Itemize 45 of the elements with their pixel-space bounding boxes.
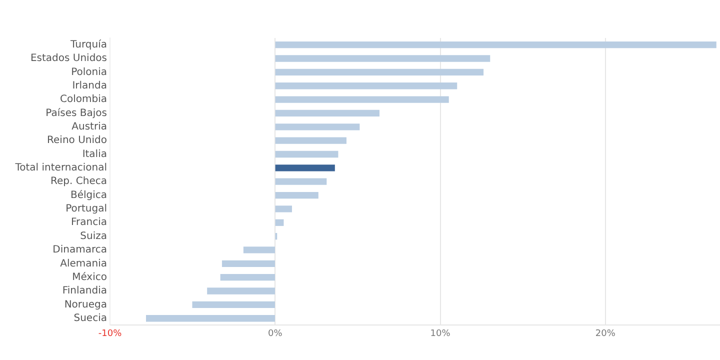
- bar: [275, 96, 449, 103]
- bar: [220, 274, 275, 281]
- y-tick-label: Portugal: [66, 204, 107, 215]
- y-tick-label: Estados Unidos: [30, 53, 107, 64]
- y-tick-label: Reino Unido: [47, 135, 107, 146]
- bar: [222, 260, 275, 267]
- bar: [275, 68, 484, 76]
- bar: [275, 150, 338, 158]
- bar: [275, 124, 360, 130]
- bar: [207, 288, 275, 294]
- bar: [275, 219, 284, 226]
- bar: [275, 206, 292, 212]
- bar: [275, 192, 318, 199]
- y-tick-label: México: [72, 272, 107, 283]
- y-tick-label: Bélgica: [70, 190, 107, 201]
- y-tick-label: Dinamarca: [52, 244, 107, 256]
- y-tick-label: Francia: [70, 217, 107, 228]
- x-tick-label: 20%: [595, 328, 616, 339]
- y-tick-label: Rep. Checa: [50, 176, 107, 188]
- bar: [275, 82, 458, 90]
- x-tick-label: -10%: [98, 328, 122, 339]
- bar: [146, 315, 275, 322]
- y-tick-label: Suecia: [74, 312, 107, 324]
- bar: [275, 110, 380, 117]
- y-tick-label: Austria: [72, 121, 107, 132]
- y-tick-label: Polonia: [71, 66, 107, 78]
- y-tick-label: Total internacional: [14, 162, 107, 174]
- y-tick-label: Italia: [82, 148, 107, 160]
- y-tick-label: Noruega: [64, 299, 107, 310]
- y-tick-label: Países Bajos: [46, 108, 107, 119]
- y-tick-label: Finlandia: [62, 286, 107, 297]
- y-tick-label: Alemania: [60, 258, 107, 270]
- bar: [243, 246, 275, 254]
- bar: [275, 178, 327, 185]
- bar: [275, 164, 335, 172]
- y-tick-label: Suiza: [80, 230, 107, 242]
- y-tick-label: Turquía: [70, 39, 107, 50]
- y-tick-label: Irlanda: [72, 80, 107, 92]
- bar: [275, 42, 716, 48]
- bar: [192, 301, 275, 308]
- x-tick-label: 0%: [268, 328, 283, 339]
- bar: [275, 137, 346, 144]
- y-tick-label: Colombia: [60, 94, 107, 106]
- x-tick-label: 10%: [430, 328, 451, 339]
- bar: [275, 55, 490, 62]
